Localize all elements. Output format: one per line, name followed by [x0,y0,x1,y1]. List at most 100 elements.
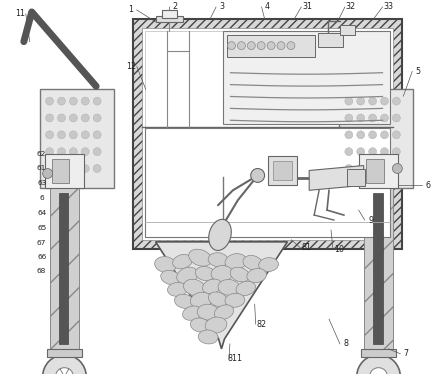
Ellipse shape [190,318,210,332]
Circle shape [55,368,74,375]
Ellipse shape [202,279,222,294]
Circle shape [392,164,402,174]
Circle shape [369,165,377,172]
Bar [272,160,292,180]
Circle shape [392,114,400,122]
Circle shape [82,131,89,139]
Ellipse shape [175,294,194,308]
Bar [47,349,82,357]
Ellipse shape [208,253,228,267]
Text: 811: 811 [227,354,242,363]
Text: 2: 2 [173,3,178,12]
Bar [226,35,315,57]
Circle shape [369,131,377,139]
Text: 6: 6 [426,181,431,190]
Bar [133,19,402,249]
Text: 3: 3 [219,3,225,12]
Circle shape [345,165,353,172]
Circle shape [357,114,365,122]
Ellipse shape [209,219,231,251]
Ellipse shape [230,267,249,282]
Circle shape [82,97,89,105]
Circle shape [277,42,285,50]
Text: 11: 11 [15,9,25,18]
Circle shape [381,97,389,105]
Text: 65: 65 [37,225,46,231]
Circle shape [58,165,66,172]
Ellipse shape [208,292,228,307]
Ellipse shape [243,255,262,270]
Circle shape [357,355,400,375]
Circle shape [267,42,275,50]
Circle shape [381,114,389,122]
Ellipse shape [173,255,192,269]
Text: 81: 81 [301,243,311,252]
Polygon shape [309,165,364,190]
Circle shape [46,131,54,139]
Bar [162,10,177,18]
Circle shape [58,148,66,156]
Text: 4: 4 [265,3,270,12]
Circle shape [392,165,400,172]
Ellipse shape [161,270,180,285]
Circle shape [82,148,89,156]
Bar [359,154,398,188]
Circle shape [228,42,236,50]
Ellipse shape [155,256,176,273]
Bar [340,25,355,35]
Circle shape [93,114,101,122]
Circle shape [369,114,377,122]
Ellipse shape [205,317,227,333]
Text: 7: 7 [404,349,409,358]
Bar [361,349,396,357]
Bar [45,154,84,188]
Circle shape [357,148,365,156]
Text: 5: 5 [416,67,421,76]
Text: 68: 68 [37,267,47,273]
Ellipse shape [211,266,233,282]
Bar [40,89,114,188]
Circle shape [345,148,353,156]
Text: 63: 63 [37,180,46,186]
Circle shape [381,165,389,172]
Circle shape [381,148,389,156]
Bar [58,193,68,344]
Ellipse shape [214,305,233,320]
Circle shape [257,42,265,50]
Ellipse shape [195,267,215,280]
Text: 12: 12 [126,62,136,71]
Circle shape [82,165,89,172]
Ellipse shape [236,281,256,296]
Ellipse shape [198,330,218,344]
Circle shape [46,97,54,105]
Circle shape [93,165,101,172]
Ellipse shape [225,254,247,270]
Circle shape [58,114,66,122]
Bar [364,188,393,349]
Text: 67: 67 [37,240,47,246]
Circle shape [237,42,245,50]
Circle shape [93,148,101,156]
Circle shape [58,97,66,105]
Text: 10: 10 [334,245,344,254]
Text: 6: 6 [39,195,44,201]
Text: 1: 1 [128,6,133,15]
Circle shape [43,168,53,178]
Ellipse shape [225,293,245,307]
Circle shape [392,97,400,105]
Circle shape [70,97,78,105]
Bar [51,159,70,183]
Text: 33: 33 [384,3,393,12]
Circle shape [381,131,389,139]
Bar [319,33,343,46]
Bar [373,193,382,344]
Circle shape [70,165,78,172]
Bar [142,28,393,240]
Circle shape [345,114,353,122]
Ellipse shape [218,279,240,296]
Ellipse shape [183,306,202,320]
Bar [268,156,297,185]
Circle shape [93,97,101,105]
Circle shape [82,114,89,122]
Bar [50,188,79,349]
